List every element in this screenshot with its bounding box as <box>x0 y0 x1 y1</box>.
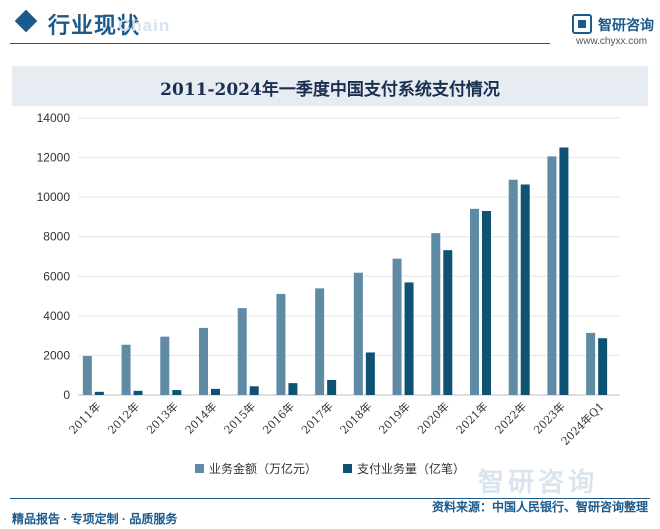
bar-amount <box>392 258 402 395</box>
y-tick-label: 4000 <box>43 309 70 323</box>
section-title: 行业现状 <box>48 13 141 38</box>
legend-swatch-amount <box>195 464 204 473</box>
y-tick-label: 10000 <box>37 190 71 204</box>
bar-volume <box>365 352 375 395</box>
footer-rule <box>10 498 650 499</box>
bar-volume <box>211 388 220 395</box>
x-tick-label: 2014年 <box>182 399 219 436</box>
bar-amount <box>508 179 518 395</box>
bar-amount <box>431 233 441 395</box>
bar-volume <box>559 147 569 395</box>
legend-label-amount: 业务金额（万亿元） <box>209 462 318 476</box>
footer-tagline: 精品报告 · 专项定制 · 品质服务 <box>12 512 178 526</box>
x-tick-label: 2022年 <box>492 399 529 436</box>
bar-amount <box>470 208 479 395</box>
legend-label-volume: 支付业务量（亿笔） <box>357 462 466 476</box>
x-tick-label: 2023年 <box>531 399 568 436</box>
y-tick-label: 2000 <box>43 348 70 362</box>
x-tick-label: 2015年 <box>221 399 258 436</box>
x-tick-label: 2016年 <box>260 399 297 436</box>
x-tick-label: 2021年 <box>453 399 490 436</box>
chart-title-band: 2011-2024年一季度中国支付系统支付情况 <box>12 66 648 106</box>
brand: 智研咨询 www.chyxx.com <box>572 14 656 48</box>
bar-volume <box>598 338 608 395</box>
y-tick-label: 0 <box>63 388 70 402</box>
brand-logo-icon <box>572 14 592 34</box>
bar-volume <box>133 390 143 395</box>
bar-amount <box>586 332 596 395</box>
footer: 精品报告 · 专项定制 · 品质服务 资料来源：中国人民银行、智研咨询整理 <box>0 498 660 529</box>
diamond-icon <box>14 9 38 33</box>
bar-amount <box>82 356 92 395</box>
header: 行业现状 Chain 智研咨询 www.chyxx.com <box>0 0 660 48</box>
bar-volume <box>482 210 491 395</box>
x-tick-label: 2013年 <box>143 399 180 436</box>
brand-url: www.chyxx.com <box>576 36 648 47</box>
x-tick-label: 2012年 <box>105 399 142 436</box>
x-tick-label: 2019年 <box>376 399 413 436</box>
bar-volume <box>404 282 414 395</box>
y-tick-label: 6000 <box>43 269 70 283</box>
bar-volume <box>327 379 337 395</box>
brand-name: 智研咨询 <box>598 17 654 33</box>
chart-title: 2011-2024年一季度中国支付系统支付情况 <box>160 80 500 100</box>
bar-amount <box>547 156 557 395</box>
x-tick-label: 2017年 <box>298 399 335 436</box>
watermark: 智研咨询 <box>478 467 599 497</box>
bar-amount <box>121 344 131 395</box>
bar-volume <box>288 383 298 395</box>
footer-source: 资料来源：中国人民银行、智研咨询整理 <box>431 500 648 514</box>
y-tick-label: 8000 <box>43 230 70 244</box>
bar-amount <box>199 327 208 395</box>
bar-amount <box>276 293 286 395</box>
bar-volume <box>443 250 453 395</box>
bar-amount <box>353 272 363 395</box>
bar-volume <box>249 386 259 395</box>
legend-swatch-volume <box>343 464 352 473</box>
bar-amount <box>160 336 170 395</box>
bar-amount <box>237 308 247 395</box>
y-tick-label: 14000 <box>37 111 71 125</box>
bar-volume <box>94 391 104 395</box>
x-tick-label: 2020年 <box>414 399 451 436</box>
bar-volume <box>520 184 530 395</box>
x-tick-label: 2018年 <box>337 399 374 436</box>
bar-amount <box>315 288 325 395</box>
y-tick-label: 12000 <box>37 151 71 165</box>
header-rule <box>10 43 550 44</box>
bar-volume <box>172 390 182 395</box>
header-ghost-text: Chain <box>118 16 171 35</box>
x-tick-label: 2011年 <box>66 399 103 436</box>
